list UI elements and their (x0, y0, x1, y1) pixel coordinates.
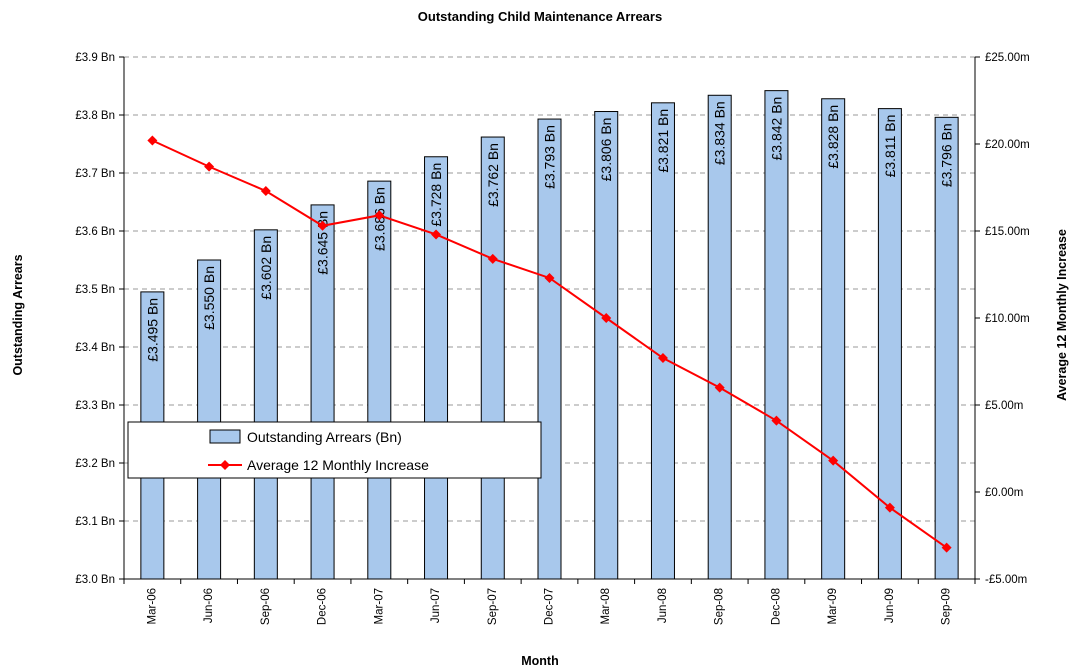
y-tick-label: £3.0 Bn (75, 574, 115, 586)
bar (764, 90, 789, 580)
line-series (147, 135, 952, 553)
line-point (487, 253, 498, 264)
bar (650, 102, 675, 580)
bar-data-label: £3.821 Bn (655, 109, 671, 173)
legend-label-bars: Outstanding Arrears (Bn) (247, 429, 402, 445)
line-point (317, 220, 328, 231)
legend-diamond-marker (220, 460, 230, 470)
y-axis-title: Outstanding Arrears (11, 254, 25, 375)
x-tick-label: Jun-06 (203, 588, 215, 623)
y2-tick-label: £5.00m (985, 400, 1023, 412)
y2-tick-label: £15.00m (985, 226, 1030, 238)
y-tick-label: £3.2 Bn (75, 458, 115, 470)
line-point (260, 185, 271, 196)
legend-box (127, 421, 542, 479)
x-tick-label: Dec-06 (317, 588, 329, 625)
bar-data-label: £3.550 Bn (201, 266, 217, 330)
bar (707, 94, 732, 580)
line-point (374, 210, 385, 221)
x-tick-label: Mar-07 (373, 588, 385, 624)
y2-tick-label: £25.00m (985, 52, 1030, 64)
bar-data-label: £3.728 Bn (428, 163, 444, 227)
line-point (828, 455, 839, 466)
x-tick-label: Mar-09 (827, 588, 839, 624)
y-tick-label: £3.9 Bn (75, 52, 115, 64)
bar-data-label: £3.834 Bn (712, 101, 728, 165)
y-tick-label: £3.3 Bn (75, 400, 115, 412)
x-tick-label: Dec-07 (544, 588, 556, 625)
x-tick-label: Sep-08 (714, 588, 726, 625)
x-tick-label: Jun-07 (430, 588, 442, 623)
y2-tick-label: £20.00m (985, 139, 1030, 151)
bar-data-label: £3.762 Bn (485, 143, 501, 207)
x-tick-label: Mar-06 (146, 588, 158, 624)
bar-data-label: £3.811 Bn (882, 115, 898, 178)
legend: Outstanding Arrears (Bn) Average 12 Mont… (127, 421, 542, 479)
legend-label-line: Average 12 Monthly Increase (247, 457, 429, 473)
x-axis-title: Month (521, 654, 558, 668)
x-tick-label: Jun-08 (657, 588, 669, 623)
y-tick-label: £3.7 Bn (75, 168, 115, 180)
y-tick-label: £3.4 Bn (75, 342, 115, 354)
bar-data-label: £3.806 Bn (598, 118, 614, 182)
x-tick-label: Sep-09 (941, 588, 953, 625)
line-point (941, 542, 952, 553)
y-tick-label: £3.8 Bn (75, 110, 115, 122)
x-tick-label: Sep-06 (260, 588, 272, 625)
legend-bar-swatch (209, 429, 241, 444)
bar-series: £3.495 Bn £3.550 Bn £3.602 Bn £3.645 Bn £3.6… (140, 90, 959, 580)
bar (821, 98, 846, 580)
bar-data-label: £3.645 Bn (315, 211, 331, 275)
y2-tick-label: £10.00m (985, 313, 1030, 325)
axes: £3.0 Bn £3.1 Bn £3.2 Bn £3.3 Bn £3.4 Bn £3.5 … (75, 52, 1029, 625)
bar-data-label: £3.796 Bn (939, 123, 955, 187)
x-tick-label: Dec-08 (770, 588, 782, 625)
line-point (771, 415, 782, 426)
line-point (544, 272, 555, 283)
bar-data-label: £3.828 Bn (825, 105, 841, 169)
y-tick-label: £3.6 Bn (75, 226, 115, 238)
bar-data-label: £3.842 Bn (768, 97, 784, 161)
line-point (657, 353, 668, 364)
y2-axis-title: Average 12 Monthly Increase (1055, 229, 1069, 401)
y2-tick-label: -£5.00m (985, 574, 1027, 586)
bar-data-label: £3.602 Bn (258, 236, 274, 300)
y-tick-label: £3.1 Bn (75, 516, 115, 528)
line-point (714, 382, 725, 393)
x-tick-label: Mar-08 (600, 588, 612, 624)
line-point (204, 161, 215, 172)
line-point (147, 135, 158, 146)
chart-title: Outstanding Child Maintenance Arrears (418, 9, 662, 24)
line-point (601, 313, 612, 323)
x-tick-label: Jun-09 (884, 588, 896, 623)
bar-data-label: £3.495 Bn (144, 298, 160, 362)
y-tick-label: £3.5 Bn (75, 284, 115, 296)
x-tick-label: Sep-07 (487, 588, 499, 625)
y2-tick-label: £0.00m (985, 487, 1023, 499)
bar-data-label: £3.793 Bn (542, 125, 558, 189)
line-point (884, 502, 895, 513)
line-point (431, 229, 442, 240)
